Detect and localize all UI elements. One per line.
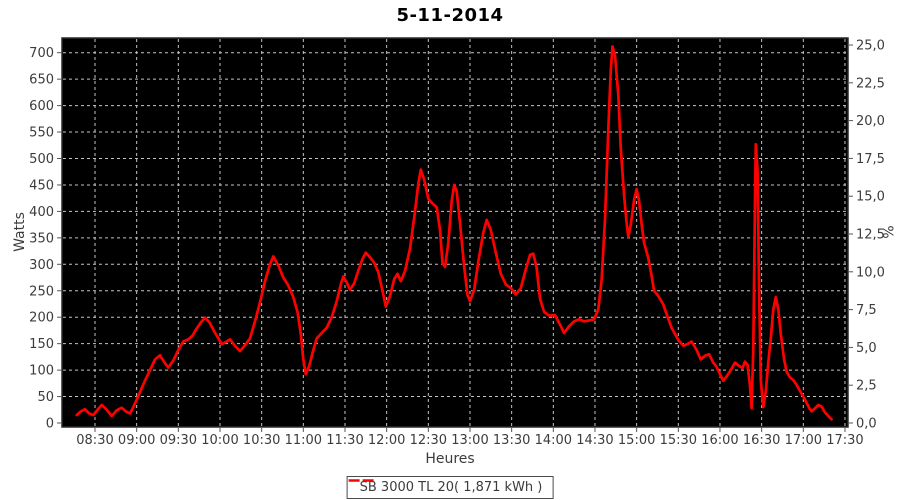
y-right-tick-label: 5,0 <box>856 341 877 356</box>
y-right-tick-label: 7,5 <box>856 303 877 318</box>
y-right-tick-label: 15,0 <box>856 190 885 205</box>
y-left-tick-label: 150 <box>29 337 54 352</box>
legend: SB 3000 TL 20( 1,871 kWh ) <box>346 476 554 499</box>
x-tick-label: 16:00 <box>701 433 738 448</box>
plot-background <box>62 38 848 427</box>
x-axis-title: Heures <box>425 451 475 467</box>
x-tick-label: 11:30 <box>326 433 363 448</box>
x-tick-label: 13:30 <box>493 433 530 448</box>
y-left-tick-label: 400 <box>29 205 54 220</box>
y-right-tick-label: 0,0 <box>856 417 877 432</box>
chart-title: 5-11-2014 <box>396 5 504 26</box>
y-left-tick-label: 50 <box>37 390 54 405</box>
y-axis-right-title: % <box>879 225 895 239</box>
x-tick-label: 12:00 <box>368 433 405 448</box>
y-left-tick-label: 500 <box>29 152 54 167</box>
y-left-tick-label: 450 <box>29 178 54 193</box>
legend-label: SB 3000 TL 20( 1,871 kWh ) <box>359 479 543 495</box>
x-tick-label: 17:00 <box>785 433 822 448</box>
y-left-tick-label: 0 <box>46 417 54 432</box>
y-left-tick-label: 100 <box>29 364 54 379</box>
y-left-tick-label: 700 <box>29 46 54 61</box>
y-left-tick-label: 600 <box>29 99 54 114</box>
y-left-tick-label: 650 <box>29 73 54 88</box>
x-tick-label: 09:30 <box>160 433 197 448</box>
x-tick-label: 17:30 <box>826 433 863 448</box>
y-right-tick-label: 12,5 <box>856 228 885 243</box>
x-tick-label: 10:30 <box>243 433 280 448</box>
y-right-tick-label: 25,0 <box>856 39 885 54</box>
x-tick-label: 12:30 <box>410 433 447 448</box>
y-left-tick-label: 200 <box>29 311 54 326</box>
x-tick-label: 10:00 <box>201 433 238 448</box>
y-right-tick-label: 22,5 <box>856 76 885 91</box>
x-tick-label: 11:00 <box>285 433 322 448</box>
y-left-tick-label: 300 <box>29 258 54 273</box>
x-tick-label: 15:30 <box>660 433 697 448</box>
x-tick-label: 13:00 <box>451 433 488 448</box>
tick-marks <box>57 44 853 432</box>
y-left-tick-label: 250 <box>29 284 54 299</box>
y-axis-left-title: Watts <box>12 212 28 252</box>
x-tick-label: 14:30 <box>576 433 613 448</box>
series-line <box>75 45 833 421</box>
plot-border <box>61 37 849 428</box>
x-tick-label: 15:00 <box>618 433 655 448</box>
x-tick-label: 09:00 <box>118 433 155 448</box>
x-tick-label: 08:30 <box>76 433 113 448</box>
y-right-tick-label: 10,0 <box>856 265 885 280</box>
x-tick-label: 14:00 <box>535 433 572 448</box>
x-tick-label: 16:30 <box>743 433 780 448</box>
y-left-tick-label: 350 <box>29 231 54 246</box>
y-right-tick-label: 17,5 <box>856 152 885 167</box>
tick-labels: 08:30 09:00 09:30 10:00 10:30 11:00 11:30 12:00… <box>29 39 885 449</box>
y-right-tick-label: 2,5 <box>856 379 877 394</box>
y-right-tick-label: 20,0 <box>856 114 885 129</box>
y-left-tick-label: 550 <box>29 126 54 141</box>
